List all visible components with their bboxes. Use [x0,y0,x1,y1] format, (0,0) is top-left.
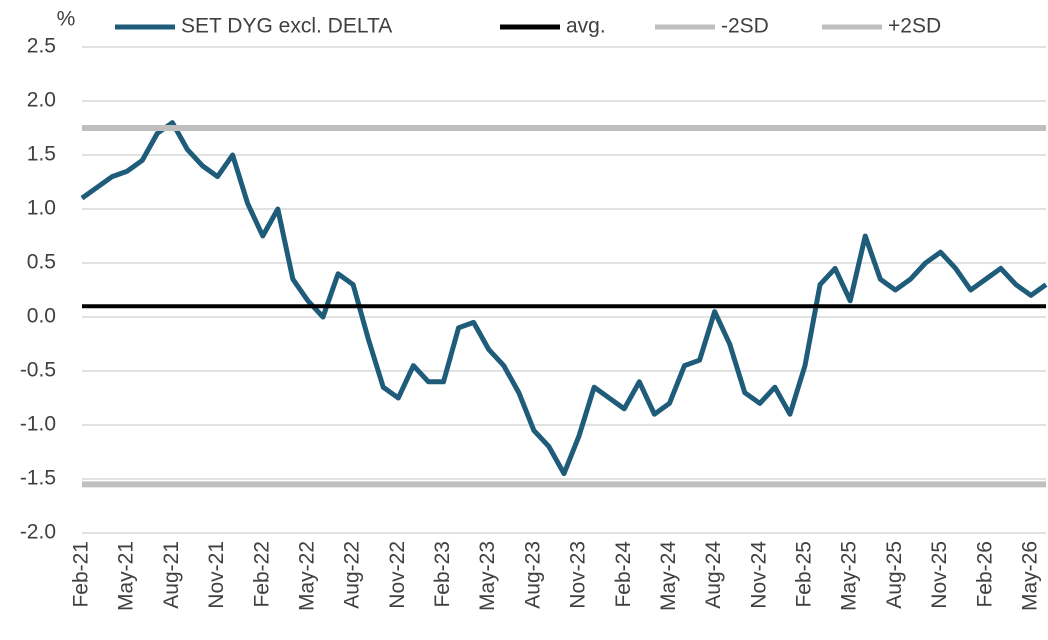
x-tick-label: May-26 [1018,541,1041,611]
y-tick-label: 0.0 [27,305,56,328]
y-tick-label: -1.5 [20,467,56,490]
y-tick-label: -2.0 [20,521,56,544]
x-tick-label: Feb-22 [250,541,273,608]
x-tick-label: May-22 [295,541,318,611]
y-tick-label: 0.5 [27,251,56,274]
x-tick-label: Feb-26 [973,541,996,608]
x-tick-label: Aug-25 [883,541,906,609]
x-tick-label: Aug-23 [521,541,544,609]
x-tick-label: Feb-23 [431,541,454,608]
x-tick-label: Nov-25 [928,541,951,609]
x-tick-label: May-21 [115,541,138,611]
legend-label: -2SD [721,15,769,38]
y-axis-unit: % [57,8,76,31]
y-tick-label: -0.5 [20,359,56,382]
x-tick-label: May-24 [657,541,680,611]
x-tick-label: Aug-22 [341,541,364,609]
x-tick-label: Aug-24 [702,541,725,609]
y-tick-label: 2.0 [27,89,56,112]
y-tick-label: 2.5 [27,35,56,58]
legend-label: SET DYG excl. DELTA [181,15,392,38]
legend-label: avg. [566,15,606,38]
y-tick-label: -1.0 [20,413,56,436]
x-tick-label: Nov-24 [747,541,770,609]
x-tick-label: Feb-24 [612,541,635,608]
x-tick-label: Nov-22 [386,541,409,609]
x-tick-label: Nov-23 [567,541,590,609]
x-tick-label: Feb-25 [793,541,816,608]
legend-label: +2SD [888,15,941,38]
x-tick-label: Aug-21 [160,541,183,609]
series-line [80,120,1048,477]
y-tick-label: 1.5 [27,143,56,166]
y-tick-label: 1.0 [27,197,56,220]
x-tick-label: May-25 [838,541,861,611]
x-tick-label: May-23 [476,541,499,611]
x-tick-label: Nov-21 [205,541,228,609]
x-tick-label: Feb-21 [70,541,93,608]
